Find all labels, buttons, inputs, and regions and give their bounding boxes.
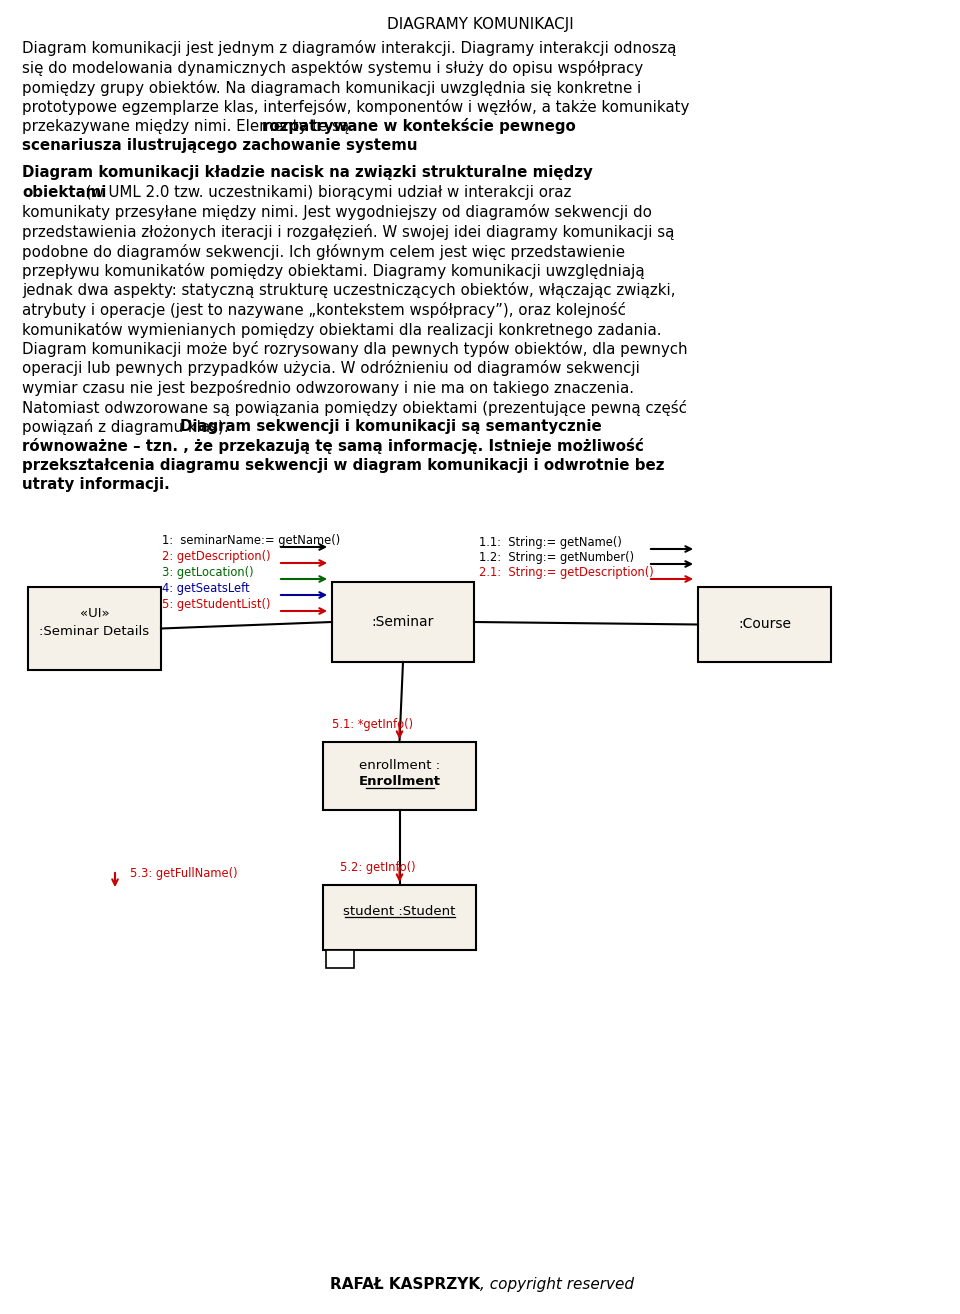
Bar [323,742,476,809]
Text: 1.2:  String:= getNumber(): 1.2: String:= getNumber() [479,551,635,564]
Text: :Seminar Details: :Seminar Details [39,625,150,639]
Text: się do modelowania dynamicznych aspektów systemu i służy do opisu współpracy: się do modelowania dynamicznych aspektów… [22,60,643,76]
Bar [698,587,831,662]
Text: :Course: :Course [738,618,791,632]
Text: pomiędzy grupy obiektów. Na diagramach komunikacji uwzględnia się konkretne i: pomiędzy grupy obiektów. Na diagramach k… [22,80,641,96]
Text: 1:  seminarName:= getName(): 1: seminarName:= getName() [162,533,340,547]
Text: 5.2: getInfo(): 5.2: getInfo() [340,861,415,874]
Text: Diagram komunikacji może być rozrysowany dla pewnych typów obiektów, dla pewnych: Diagram komunikacji może być rozrysowany… [22,342,687,357]
Text: 5.3: getFullName(): 5.3: getFullName() [130,867,238,880]
Text: , copyright reserved: , copyright reserved [480,1277,634,1292]
Text: DIAGRAMY KOMUNIKACJI: DIAGRAMY KOMUNIKACJI [387,17,573,32]
Text: podobne do diagramów sekwencji. Ich głównym celem jest więc przedstawienie: podobne do diagramów sekwencji. Ich głów… [22,243,625,259]
Text: rozpatrywane w kontekście pewnego: rozpatrywane w kontekście pewnego [262,118,576,134]
Text: równoważne – tzn. , że przekazują tę samą informację. Istnieje możliwość: równoważne – tzn. , że przekazują tę sam… [22,439,644,455]
Text: «UI»: «UI» [80,607,109,620]
Bar [28,587,161,670]
Text: jednak dwa aspekty: statyczną strukturę uczestniczących obiektów, włączając zwią: jednak dwa aspekty: statyczną strukturę … [22,283,676,298]
Text: Enrollment: Enrollment [358,775,441,788]
Text: (w UML 2.0 tzw. uczestnikami) biorącymi udział w interakcji oraz: (w UML 2.0 tzw. uczestnikami) biorącymi … [81,185,571,200]
Text: :Seminar: :Seminar [372,615,434,629]
Text: komunikaty przesyłane między nimi. Jest wygodniejszy od diagramów sekwencji do: komunikaty przesyłane między nimi. Jest … [22,205,652,221]
Bar [332,582,474,662]
Bar [326,950,354,968]
Text: przekształcenia diagramu sekwencji w diagram komunikacji i odwrotnie bez: przekształcenia diagramu sekwencji w dia… [22,459,664,473]
Text: enrollment :: enrollment : [359,759,440,773]
Text: powiązań z diagramu klas).: powiązań z diagramu klas). [22,419,233,435]
Text: Diagram komunikacji kładzie nacisk na związki strukturalne między: Diagram komunikacji kładzie nacisk na zw… [22,166,592,180]
Text: atrybuty i operacje (jest to nazywane „kontekstem współpracy”), oraz kolejność: atrybuty i operacje (jest to nazywane „k… [22,302,626,318]
Text: scenariusza ilustrującego zachowanie systemu: scenariusza ilustrującego zachowanie sys… [22,138,418,152]
Text: przekazywane między nimi. Elementy te są: przekazywane między nimi. Elementy te są [22,118,354,134]
Text: RAFAŁ KASPRZYK: RAFAŁ KASPRZYK [330,1277,480,1292]
Text: Diagram komunikacji jest jednym z diagramów interakcji. Diagramy interakcji odno: Diagram komunikacji jest jednym z diagra… [22,41,677,57]
Text: obiektami: obiektami [22,185,107,200]
Text: operacji lub pewnych przypadków użycia. W odróżnieniu od diagramów sekwencji: operacji lub pewnych przypadków użycia. … [22,360,640,377]
Text: Natomiast odwzorowane są powiązania pomiędzy obiektami (prezentujące pewną część: Natomiast odwzorowane są powiązania pomi… [22,399,686,415]
Text: 5: getStudentList(): 5: getStudentList() [162,598,271,611]
Text: wymiar czasu nie jest bezpośrednio odwzorowany i nie ma on takiego znaczenia.: wymiar czasu nie jest bezpośrednio odwzo… [22,380,634,396]
Text: utraty informacji.: utraty informacji. [22,477,170,493]
Text: 2.1:  String:= getDescription(): 2.1: String:= getDescription() [479,566,654,579]
Text: przepływu komunikatów pomiędzy obiektami. Diagramy komunikacji uwzględniają: przepływu komunikatów pomiędzy obiektami… [22,263,644,279]
Text: 1.1:  String:= getName(): 1.1: String:= getName() [479,536,622,549]
Bar [323,886,476,950]
Text: 4: getSeatsLeft: 4: getSeatsLeft [162,582,250,595]
Text: 3: getLocation(): 3: getLocation() [162,566,253,579]
Text: 2: getDescription(): 2: getDescription() [162,551,271,562]
Text: .: . [279,138,284,152]
Text: prototypowe egzemplarze klas, interfejsów, komponentów i węzłów, a także komunik: prototypowe egzemplarze klas, interfejsó… [22,99,689,116]
Text: 5.1: *getInfo(): 5.1: *getInfo() [331,717,413,731]
Text: student :Student: student :Student [344,905,456,918]
Text: komunikatów wymienianych pomiędzy obiektami dla realizacji konkretnego zadania.: komunikatów wymienianych pomiędzy obiekt… [22,322,661,338]
Text: przedstawienia złożonych iteracji i rozgałęzień. W swojej idei diagramy komunika: przedstawienia złożonych iteracji i rozg… [22,223,674,240]
Text: Diagram sekwencji i komunikacji są semantycznie: Diagram sekwencji i komunikacji są seman… [180,419,602,434]
